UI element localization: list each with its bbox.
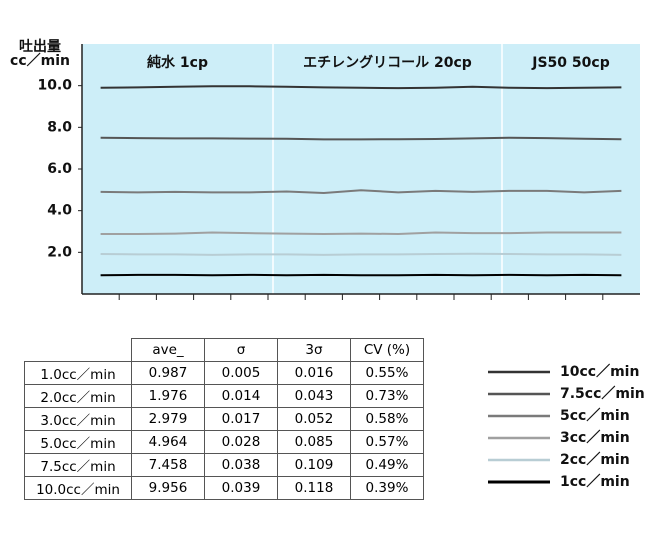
- y-tick-label: 4.0: [47, 203, 72, 219]
- section-label: 純水 1cp: [147, 54, 208, 71]
- y-tick-label: 2.0: [47, 244, 72, 260]
- y-tick-label: 6.0: [47, 161, 72, 177]
- table-cell: 1.976: [131, 384, 205, 408]
- column-header: ave_: [131, 338, 205, 362]
- column-header: σ: [204, 338, 278, 362]
- table-cell: 0.085: [277, 430, 351, 454]
- table-cell: 0.39%: [350, 476, 424, 500]
- series-line: [100, 136, 622, 141]
- column-header: 3σ: [277, 338, 351, 362]
- table-cell: 0.49%: [350, 453, 424, 477]
- plot-background: [82, 44, 640, 294]
- table-cell: 0.014: [204, 384, 278, 408]
- series-line: [100, 85, 622, 90]
- row-label: 3.0cc／min: [24, 407, 132, 431]
- corner-cell: [24, 338, 132, 362]
- series-line: [100, 252, 622, 256]
- table-cell: 0.017: [204, 407, 278, 431]
- section-label: エチレングリコール 20cp: [303, 54, 472, 71]
- stats-table: ave_ σ 3σ CV (%) 1.0cc／min 0.987 0.005 0.016 0.…: [24, 338, 424, 500]
- table-cell: 2.979: [131, 407, 205, 431]
- table-cell: 0.038: [204, 453, 278, 477]
- legend-label: 1cc／min: [560, 474, 630, 490]
- table-cell: 4.964: [131, 430, 205, 454]
- table-cell: 9.956: [131, 476, 205, 500]
- table-cell: 0.987: [131, 361, 205, 385]
- table-cell: 0.55%: [350, 361, 424, 385]
- table-row: 7.5cc／min 7.458 0.038 0.109 0.49%: [24, 453, 424, 477]
- table-cell: 0.043: [277, 384, 351, 408]
- row-label: 2.0cc／min: [24, 384, 132, 408]
- row-label: 10.0cc／min: [24, 476, 132, 500]
- header-row: ave_ σ 3σ CV (%): [24, 338, 424, 362]
- legend-label: 7.5cc／min: [560, 386, 645, 402]
- table-row: 5.0cc／min 4.964 0.028 0.085 0.57%: [24, 430, 424, 454]
- section-label: JS50 50cp: [531, 55, 609, 71]
- y-axis-label: 吐出量: [19, 38, 61, 55]
- table-row: 3.0cc／min 2.979 0.017 0.052 0.58%: [24, 407, 424, 431]
- table-row: 10.0cc／min 9.956 0.039 0.118 0.39%: [24, 476, 424, 500]
- table-cell: 0.109: [277, 453, 351, 477]
- table-cell: 0.016: [277, 361, 351, 385]
- y-tick-label: 8.0: [47, 119, 72, 135]
- table-cell: 0.028: [204, 430, 278, 454]
- table-cell: 0.052: [277, 407, 351, 431]
- table-cell: 0.58%: [350, 407, 424, 431]
- legend-label: 3cc／min: [560, 430, 630, 446]
- table-row: 2.0cc／min 1.976 0.014 0.043 0.73%: [24, 384, 424, 408]
- y-axis-label: cc／min: [10, 53, 70, 69]
- table-cell: 0.039: [204, 476, 278, 500]
- legend-label: 10cc／min: [560, 364, 639, 380]
- table-cell: 0.005: [204, 361, 278, 385]
- table-cell: 0.118: [277, 476, 351, 500]
- table-cell: 0.73%: [350, 384, 424, 408]
- y-tick-label: 10.0: [37, 78, 72, 94]
- row-label: 1.0cc／min: [24, 361, 132, 385]
- table-cell: 7.458: [131, 453, 205, 477]
- series-line: [100, 189, 622, 194]
- table-cell: 0.57%: [350, 430, 424, 454]
- table-row: 1.0cc／min 0.987 0.005 0.016 0.55%: [24, 361, 424, 385]
- row-label: 7.5cc／min: [24, 453, 132, 477]
- legend-label: 5cc／min: [560, 408, 630, 424]
- row-label: 5.0cc／min: [24, 430, 132, 454]
- legend-label: 2cc／min: [560, 452, 630, 468]
- column-header: CV (%): [350, 338, 424, 362]
- series-line: [100, 231, 622, 236]
